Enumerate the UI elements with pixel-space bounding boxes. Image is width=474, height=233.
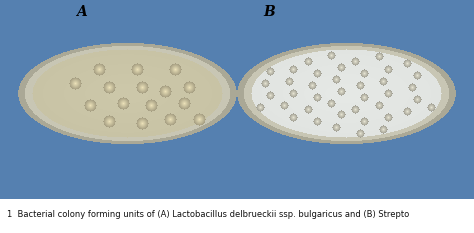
Text: B: B — [263, 5, 275, 19]
Text: 1  Bacterial colony forming units of (A) Lactobacillus delbrueckii ssp. bulgaric: 1 Bacterial colony forming units of (A) … — [7, 210, 410, 219]
Text: A: A — [76, 5, 87, 19]
